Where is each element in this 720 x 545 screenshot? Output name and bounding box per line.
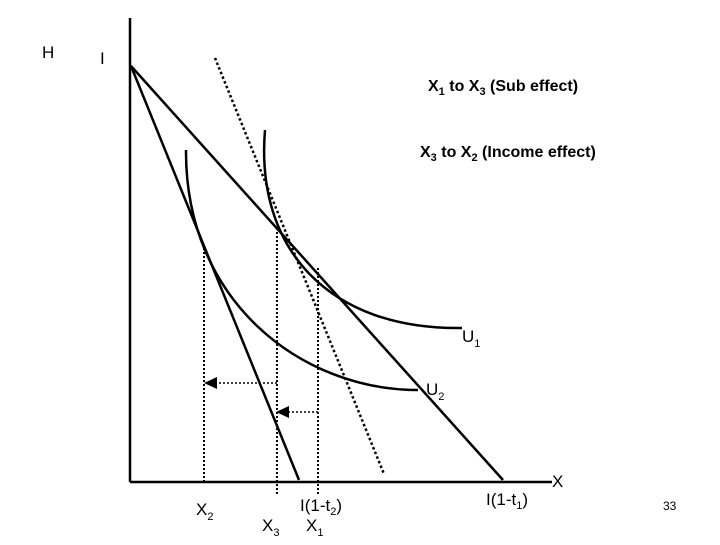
- u1-label: U1: [462, 327, 480, 350]
- income-effect-arrowhead: [204, 377, 217, 389]
- x1-label: X1: [306, 516, 323, 539]
- substitution-effect-annotation: X1 to X3 (Sub effect): [428, 78, 578, 98]
- y-axis-label: H: [42, 43, 54, 62]
- indifference-curve-u2: [184, 149, 419, 392]
- u2-label: U2: [426, 380, 444, 403]
- income-intercept-label: I: [100, 49, 105, 68]
- income-effect-annotation: X3 to X2 (Income effect): [420, 144, 596, 164]
- budget-intercept-t1-label: I(1-t1): [486, 490, 528, 512]
- page-number: 33: [663, 499, 677, 513]
- substitution-effect-arrowhead: [276, 406, 289, 418]
- x3-label: X3: [262, 516, 279, 539]
- x2-label: X2: [196, 500, 213, 523]
- budget-intercept-t2-label: I(1-t2): [300, 496, 342, 518]
- compensated-budget-line: [213, 57, 386, 475]
- x-axis-label: X: [552, 472, 563, 491]
- indifference-curve-u1: [262, 129, 463, 330]
